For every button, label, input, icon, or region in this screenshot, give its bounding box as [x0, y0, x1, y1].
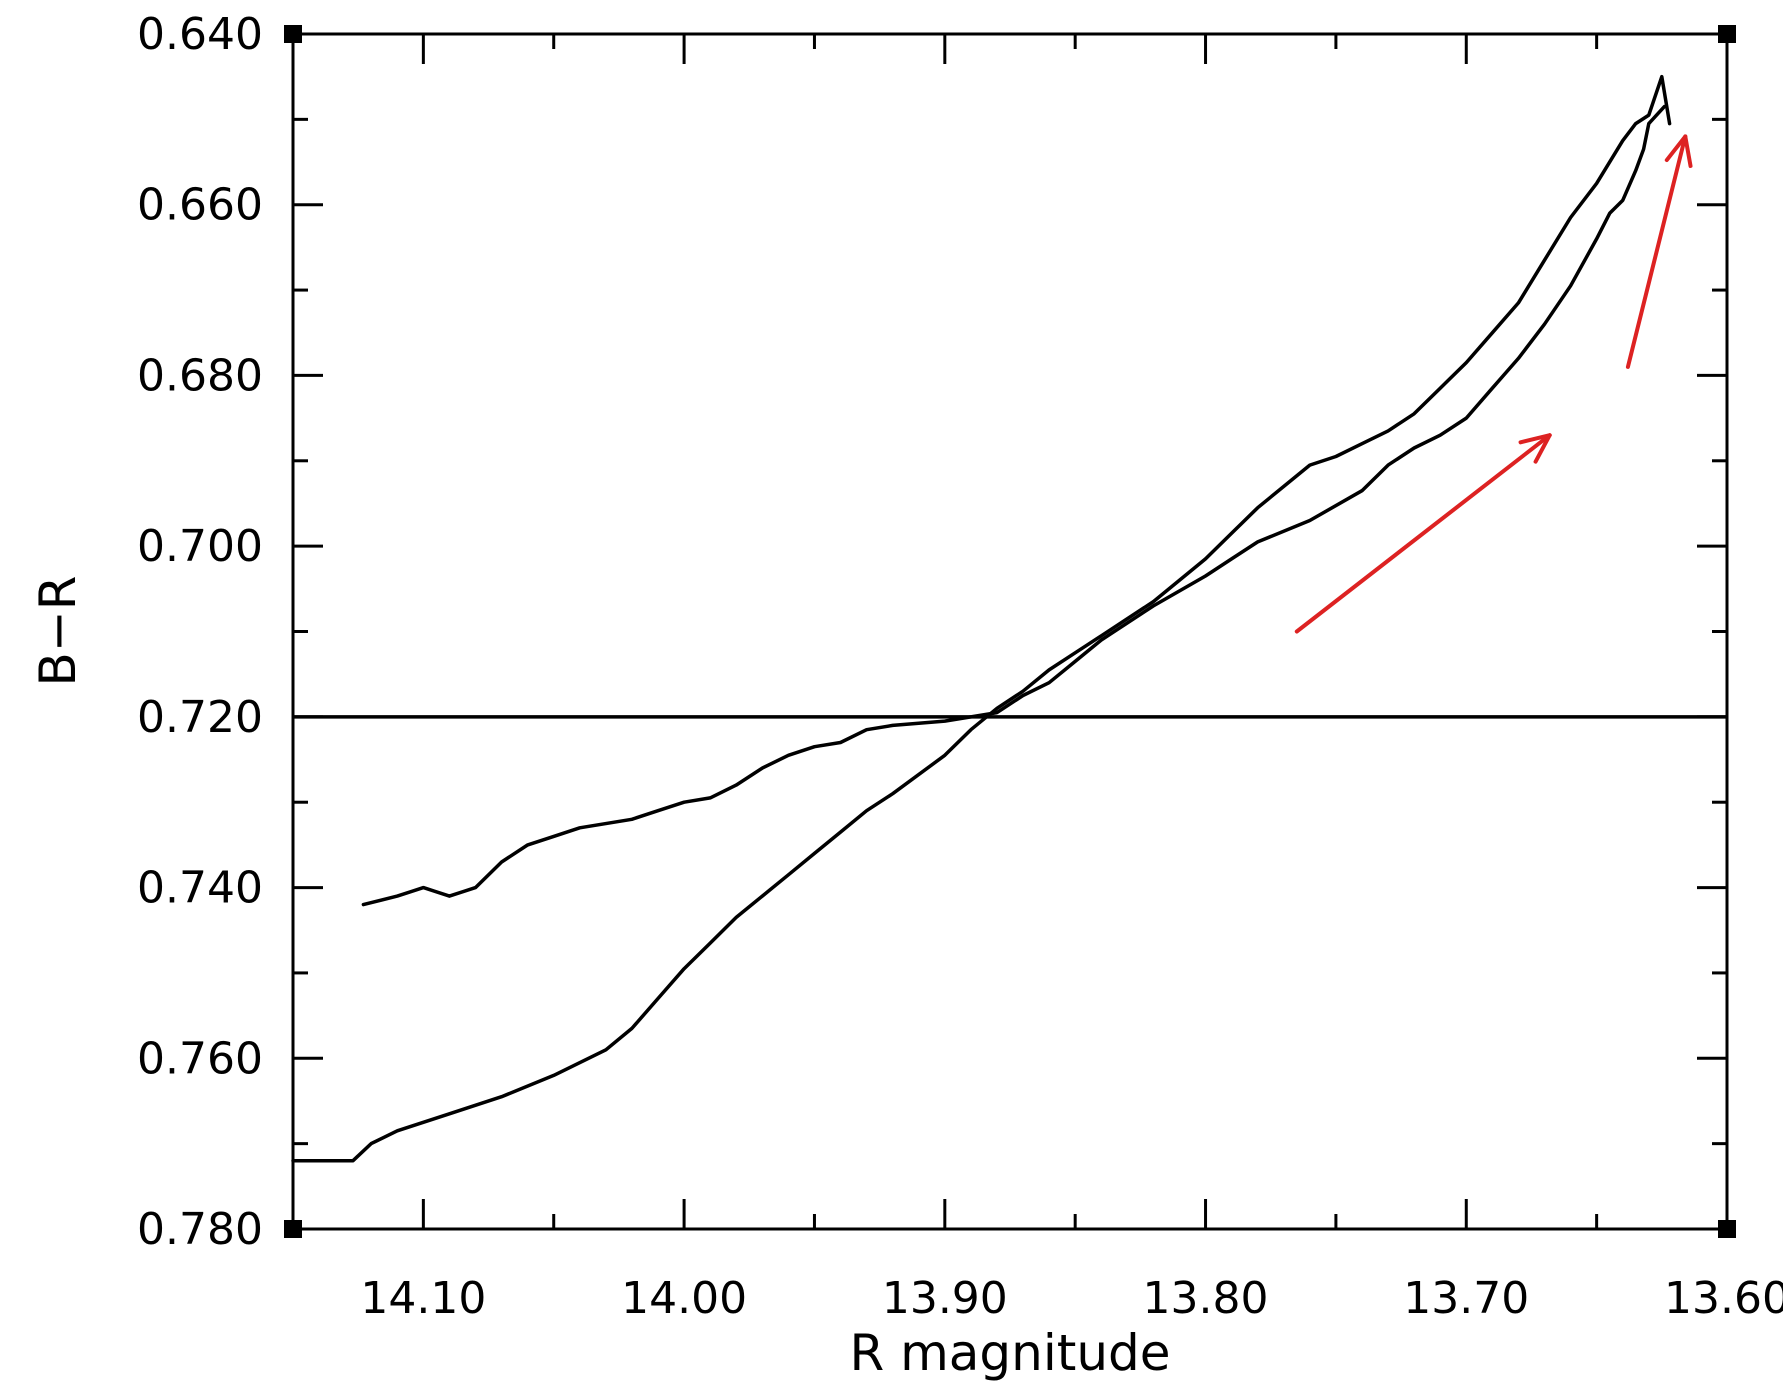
series-group [291, 74, 1672, 1163]
y-tick-label: 0.760 [137, 1033, 263, 1084]
x-tick-label: 13.90 [882, 1273, 1008, 1324]
axis-tick-labels: 14.10 14.00 13.90 13.80 13.70 13.60 0.640 0.660… [137, 9, 1783, 1324]
x-tick-label: 13.70 [1403, 1273, 1529, 1324]
plot-corner-marker [1718, 1220, 1736, 1238]
x-tick-label: 14.10 [360, 1273, 486, 1324]
x-axis-title: R magnitude [849, 1324, 1170, 1382]
y-tick-label: 0.640 [137, 9, 263, 60]
y-tick-label: 0.780 [137, 1204, 263, 1255]
plot-area [291, 32, 1729, 1231]
y-tick-label: 0.740 [137, 863, 263, 914]
y-tick-label: 0.720 [137, 692, 263, 743]
trend-arrowhead-1 [1518, 433, 1552, 464]
series-line-2 [291, 74, 1672, 1163]
x-tick-label: 13.80 [1143, 1273, 1269, 1324]
trend-arrow-1 [1294, 433, 1552, 634]
x-tick-label: 13.60 [1664, 1273, 1783, 1324]
y-tick-label: 0.700 [137, 521, 263, 572]
series-line-1 [361, 104, 1667, 907]
plot-corner-marker [1718, 25, 1736, 43]
trend-arrowhead-2 [1664, 134, 1693, 168]
plot-corner-marker [284, 1220, 302, 1238]
x-tick-label: 14.00 [621, 1273, 747, 1324]
plot-corner-markers [284, 25, 1736, 1238]
trend-arrow-2 [1625, 134, 1688, 369]
plot-corner-marker [284, 25, 302, 43]
annotation-group [1294, 134, 1693, 634]
y-tick-label: 0.660 [137, 180, 263, 231]
y-axis-title: B−R [29, 576, 87, 687]
y-tick-label: 0.680 [137, 350, 263, 401]
